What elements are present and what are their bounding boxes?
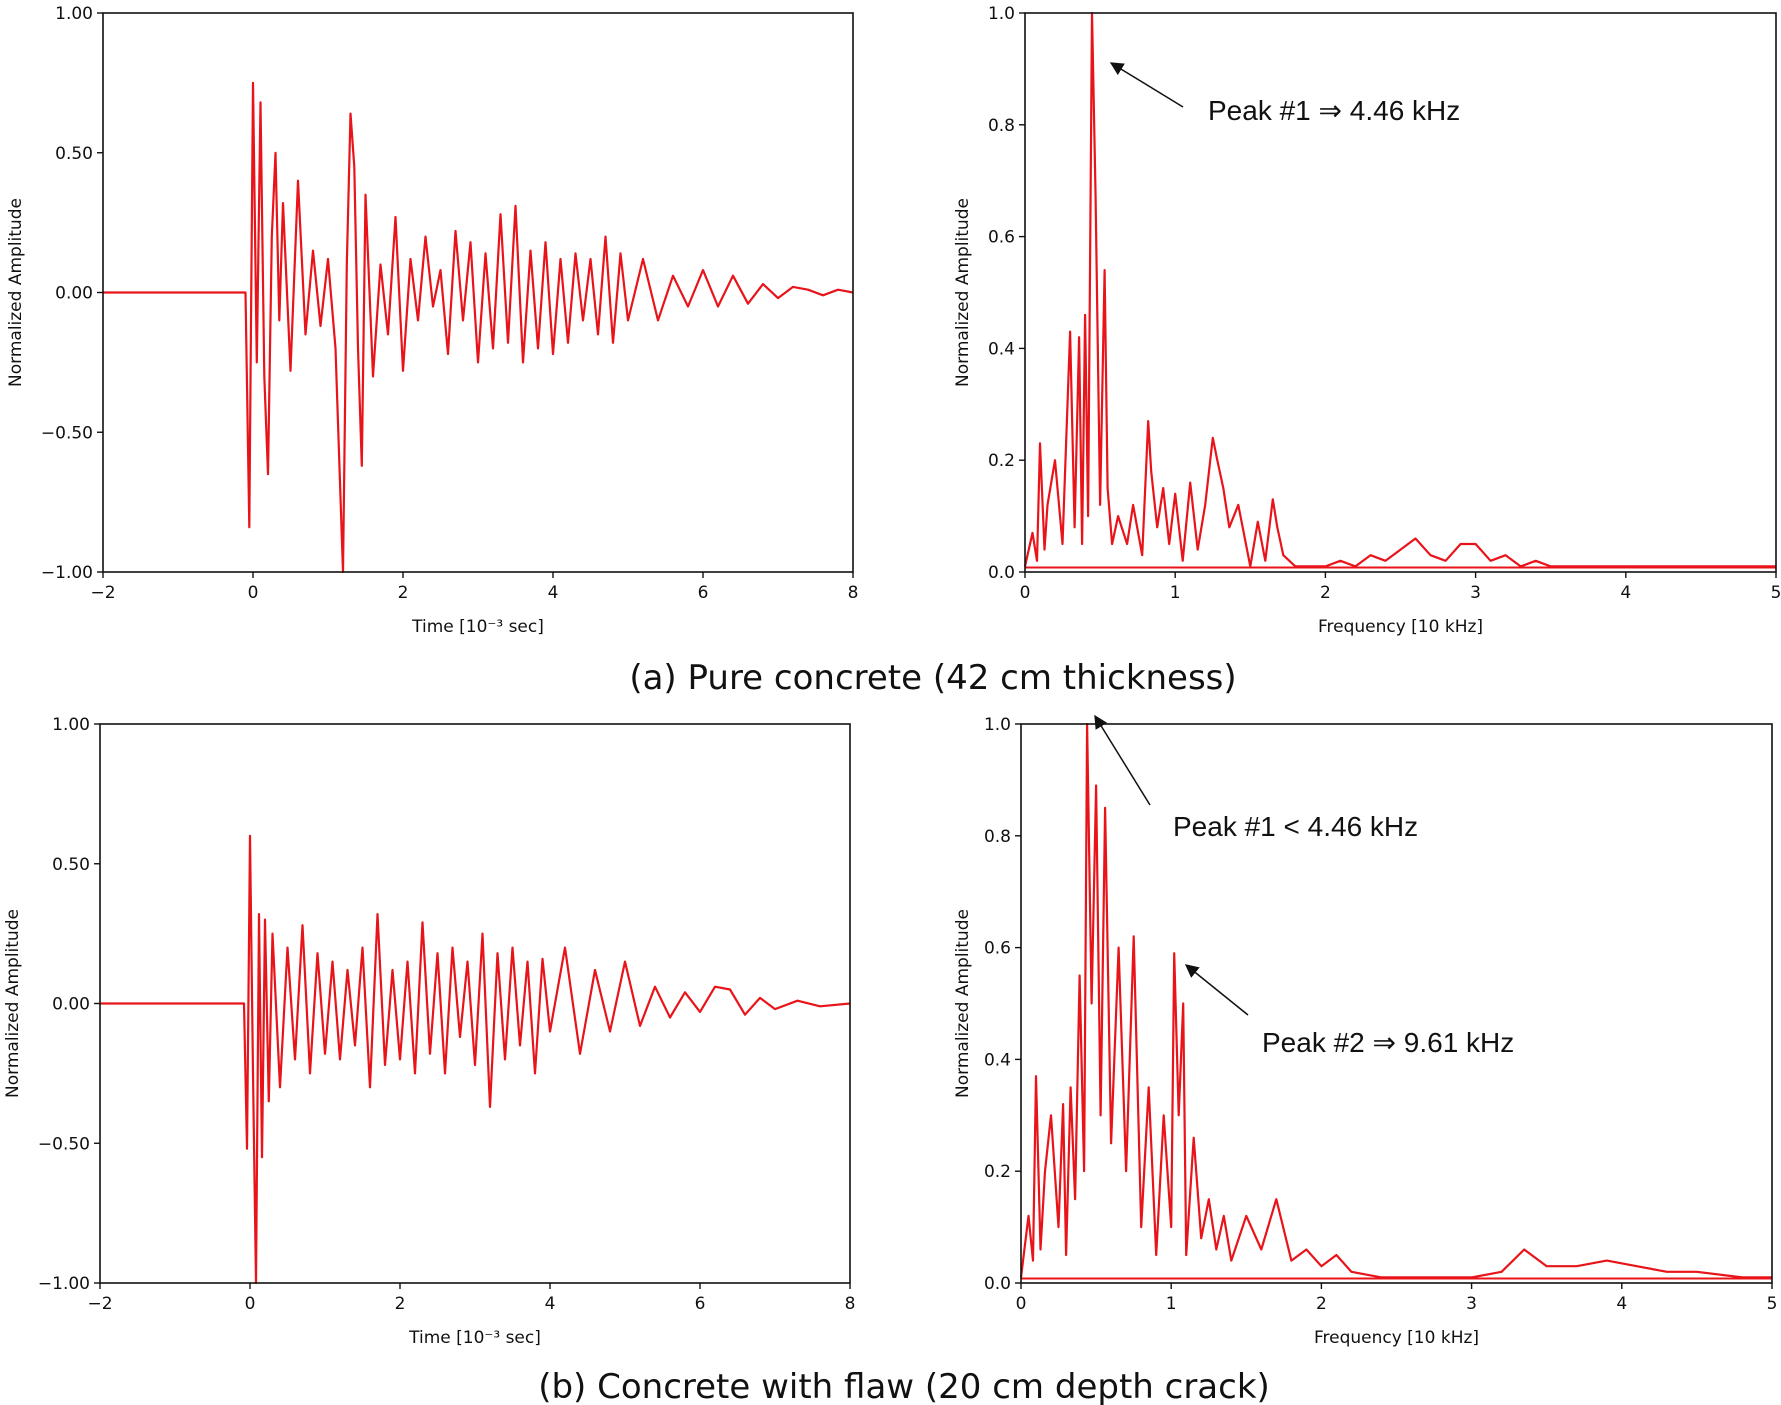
- y-tick-label: 0.2: [988, 451, 1015, 471]
- annotation-text: Peak #1 < 4.46 kHz: [1173, 811, 1418, 842]
- x-tick-label: 2: [395, 1294, 406, 1314]
- y-tick-label: 1.0: [988, 4, 1015, 24]
- x-tick-label: 3: [1470, 583, 1481, 603]
- y-axis-label: Normalized Amplitude: [953, 909, 973, 1098]
- series-line: [1019, 722, 1772, 1279]
- x-axis-label: Frequency [10 kHz]: [1318, 617, 1483, 637]
- y-tick-label: 0.4: [988, 339, 1015, 359]
- annotation-arrow: [1184, 964, 1249, 1016]
- chart-b-time: −2 0 2 4 6 8 −1.00 −0.50 0.00 0.50 1.00 Time [10⁻³ …: [3, 715, 855, 1348]
- x-tick-label: 4: [1616, 1294, 1627, 1314]
- annotation-b-peak1: Peak #1 < 4.46 kHz: [1094, 714, 1418, 842]
- x-tick-label: 4: [1620, 583, 1631, 603]
- y-tick-label: 0.6: [984, 939, 1011, 959]
- y-tick-label: 1.00: [52, 715, 90, 735]
- x-tick-label: 2: [1316, 1294, 1327, 1314]
- y-tick-label: 0.0: [988, 563, 1015, 583]
- x-tick-label: −2: [87, 1294, 112, 1314]
- annotation-arrow: [1109, 62, 1184, 108]
- y-tick-label: −0.50: [38, 1134, 90, 1154]
- plot-frame: [1020, 723, 1773, 1284]
- y-tick-label: 0.4: [984, 1050, 1011, 1070]
- x-tick-label: 8: [848, 583, 859, 603]
- chart-b-freq: 0 1 2 3 4 5 0.0 0.2 0.4 0.6 0.8 1.0 Frequency [10 kH…: [953, 715, 1777, 1348]
- annotation-b-peak2: Peak #2 ⇒ 9.61 kHz: [1184, 964, 1514, 1058]
- y-tick-label: 1.00: [55, 4, 93, 24]
- x-tick-label: 0: [1020, 583, 1031, 603]
- x-tick-label: 0: [248, 583, 259, 603]
- series-line: [100, 834, 851, 1285]
- y-tick-label: −1.00: [41, 563, 93, 583]
- x-tick-label: 0: [1016, 1294, 1027, 1314]
- x-tick-label: 5: [1767, 1294, 1778, 1314]
- y-axis-label: Normalized Amplitude: [6, 198, 26, 387]
- y-tick-label: 0.50: [52, 855, 90, 875]
- chart-a-freq: 0 1 2 3 4 5 0.0 0.2 0.4 0.6 0.8 1.0 Frequency [10 kH…: [953, 4, 1781, 637]
- y-tick-label: −0.50: [41, 423, 93, 443]
- y-axis-label: Normalized Amplitude: [953, 198, 973, 387]
- x-tick-label: 8: [845, 1294, 856, 1314]
- x-axis-label: Time [10⁻³ sec]: [411, 617, 544, 637]
- y-tick-label: −1.00: [38, 1274, 90, 1294]
- series-line: [1023, 11, 1776, 568]
- x-tick-label: 3: [1466, 1294, 1477, 1314]
- plot-frame: [1024, 12, 1777, 573]
- x-tick-label: 1: [1170, 583, 1181, 603]
- x-tick-label: −2: [90, 583, 115, 603]
- x-tick-label: 5: [1771, 583, 1781, 603]
- caption-a: (a) Pure concrete (42 cm thickness): [629, 658, 1236, 698]
- x-axis-label: Frequency [10 kHz]: [1314, 1328, 1479, 1348]
- y-tick-label: 0.0: [984, 1274, 1011, 1294]
- y-tick-label: 0.00: [55, 284, 93, 304]
- series-line: [103, 81, 854, 574]
- annotation-text: Peak #2 ⇒ 9.61 kHz: [1262, 1027, 1514, 1058]
- annotation-a-peak1: Peak #1 ⇒ 4.46 kHz: [1109, 62, 1460, 126]
- x-tick-label: 2: [398, 583, 409, 603]
- y-tick-label: 0.00: [52, 995, 90, 1015]
- y-axis-label: Normalized Amplitude: [3, 909, 23, 1098]
- x-tick-label: 4: [548, 583, 559, 603]
- x-tick-label: 6: [695, 1294, 706, 1314]
- x-tick-label: 6: [698, 583, 709, 603]
- y-tick-label: 0.6: [988, 228, 1015, 248]
- x-tick-label: 0: [245, 1294, 256, 1314]
- annotation-arrow: [1094, 714, 1151, 806]
- x-tick-label: 2: [1320, 583, 1331, 603]
- chart-a-time: −2 0 2 4 6 8 −1.00 −0.50 0.00 0.50 1.00 Time [10⁻³ …: [6, 4, 858, 637]
- y-tick-label: 0.50: [55, 144, 93, 164]
- x-axis-label: Time [10⁻³ sec]: [408, 1328, 541, 1348]
- y-tick-label: 0.2: [984, 1162, 1011, 1182]
- annotation-text: Peak #1 ⇒ 4.46 kHz: [1208, 95, 1460, 126]
- y-tick-label: 1.0: [984, 715, 1011, 735]
- x-tick-label: 4: [545, 1294, 556, 1314]
- x-tick-label: 1: [1166, 1294, 1177, 1314]
- y-tick-label: 0.8: [988, 116, 1015, 136]
- y-tick-label: 0.8: [984, 827, 1011, 847]
- caption-b: (b) Concrete with flaw (20 cm depth crac…: [538, 1367, 1270, 1405]
